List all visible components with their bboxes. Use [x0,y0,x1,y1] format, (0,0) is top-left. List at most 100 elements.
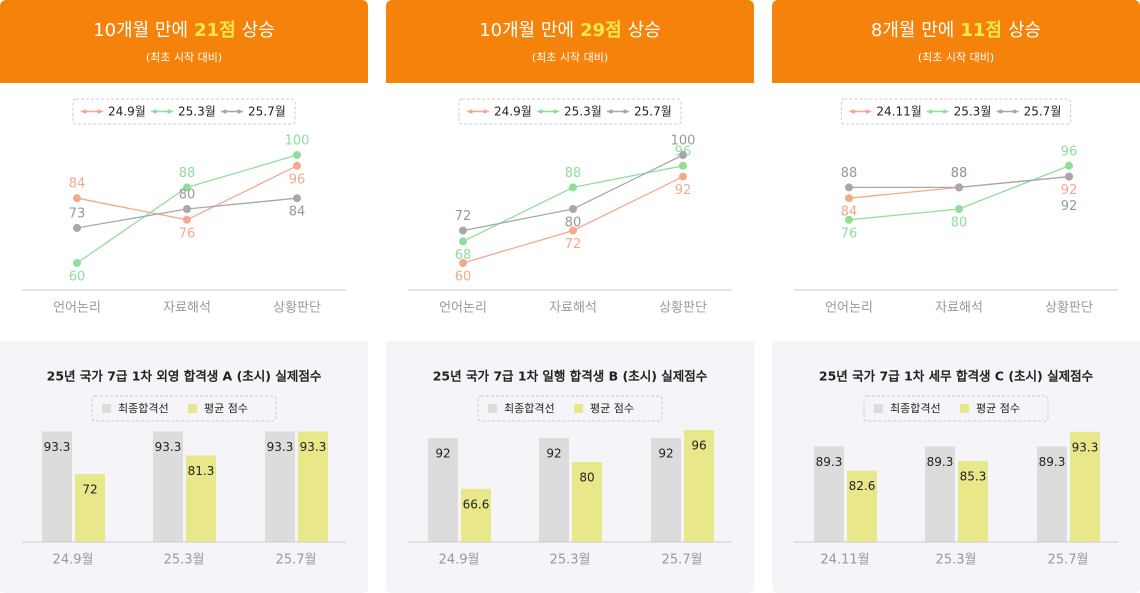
legend-label: 25.3월 [178,105,216,119]
legend-dot [623,109,627,114]
title-highlight: 11점 [960,20,1002,41]
bar [814,446,844,542]
data-point [679,151,687,159]
data-label: 93.3 [155,440,182,454]
legend-swatch [574,404,583,413]
data-label: 88 [951,166,968,181]
title-text: 10개월 만에 [93,20,188,41]
bar [958,460,988,542]
legend-box [477,395,663,422]
data-point [293,194,301,203]
legend-dot [483,109,487,114]
data-label: 82.6 [849,479,876,493]
data-label: 92 [546,447,561,461]
legend-dot [469,109,473,114]
data-point [845,183,853,192]
header-title: 10개월 만에 21점 상승 [93,20,275,41]
data-label: 93.3 [44,440,71,454]
data-label: 88 [841,166,858,181]
data-point [183,215,191,224]
legend-dot [865,109,870,114]
x-tick-label: 25.3월 [164,553,205,568]
data-point [73,194,81,203]
data-point [679,172,687,181]
legend-dot [998,109,1003,114]
legend-label: 최종합격선 [504,402,555,415]
x-tick-label: 25.3월 [550,553,591,568]
bar [847,470,877,542]
bar [153,431,183,542]
data-label: 84 [289,205,306,220]
x-tick-label: 25.7월 [276,553,317,568]
legend-dot [553,109,557,114]
bar-section-bg [772,341,1140,353]
bar [42,431,72,542]
legend-dot [609,109,613,114]
data-label: 96 [289,172,306,187]
bar [651,438,681,542]
x-tick-label: 언어논리 [439,301,487,316]
chart-title: 25년 국가 7급 1차 일행 합격생 B (초시) 실제점수 [433,369,708,384]
bar [684,430,714,542]
title-highlight: 21점 [194,20,236,41]
data-point [183,183,191,192]
legend-swatch [188,404,197,413]
data-label: 88 [179,166,196,181]
panel: 8개월 만에 11점 상승(최초 시작 대비)24.11월 25.3월 25.7월언어논… [772,0,1140,593]
data-label: 72 [82,483,97,497]
legend-label: 평균 점수 [976,402,1020,415]
legend-dot [153,109,157,114]
legend-box [91,395,277,422]
title-text: 8개월 만에 [871,20,954,41]
data-label: 81.3 [188,464,215,478]
data-label: 93.3 [267,440,294,454]
legend-label: 25.3월 [954,105,992,119]
bar [265,431,295,542]
header-bg [386,12,754,83]
chart-title: 25년 국가 7급 1차 외영 합격생 A (초시) 실제점수 [47,369,322,384]
legend-dot [1012,109,1017,114]
header-bg [772,12,1140,83]
x-tick-label: 언어논리 [825,301,873,316]
x-tick-label: 자료해석 [935,301,983,316]
bar [572,462,602,542]
legend-box [72,98,296,125]
data-label: 93.3 [300,440,327,454]
x-tick-label: 24.11월 [820,553,869,568]
header-title: 10개월 만에 29점 상승 [479,20,661,41]
bar [925,446,955,542]
data-label: 93.3 [1072,440,1099,454]
chart-title: 25년 국가 7급 1차 세무 합격생 C (초시) 실제점수 [819,369,1094,384]
data-label: 89.3 [1039,455,1066,469]
bar [1070,431,1100,542]
legend-dot [223,109,227,114]
bar-section-bg [386,341,754,353]
data-label: 100 [671,134,696,149]
data-label: 73 [69,206,86,221]
bar [298,431,328,542]
header-title: 8개월 만에 11점 상승 [871,20,1041,41]
legend-label: 24.9월 [108,105,146,119]
x-tick-label: 상황판단 [659,301,707,316]
data-label: 66.6 [463,497,490,511]
data-label: 76 [179,226,196,241]
data-label: 92 [1061,183,1078,198]
data-label: 80 [179,188,196,203]
legend-label: 25.7월 [634,105,672,119]
data-label: 89.3 [927,455,954,469]
data-point [569,226,577,235]
data-label: 68 [455,248,472,263]
data-label: 88 [951,166,968,181]
data-label: 80 [565,216,582,231]
data-label: 72 [455,209,472,224]
legend-swatch [102,404,111,413]
legend-dot [237,109,241,114]
data-label: 84 [69,177,86,192]
bar [461,488,491,542]
data-point [73,259,81,267]
legend-label: 25.7월 [1024,105,1062,119]
bar [186,455,216,542]
x-tick-label: 25.3월 [936,553,977,568]
title-text: 상승 [242,20,275,41]
